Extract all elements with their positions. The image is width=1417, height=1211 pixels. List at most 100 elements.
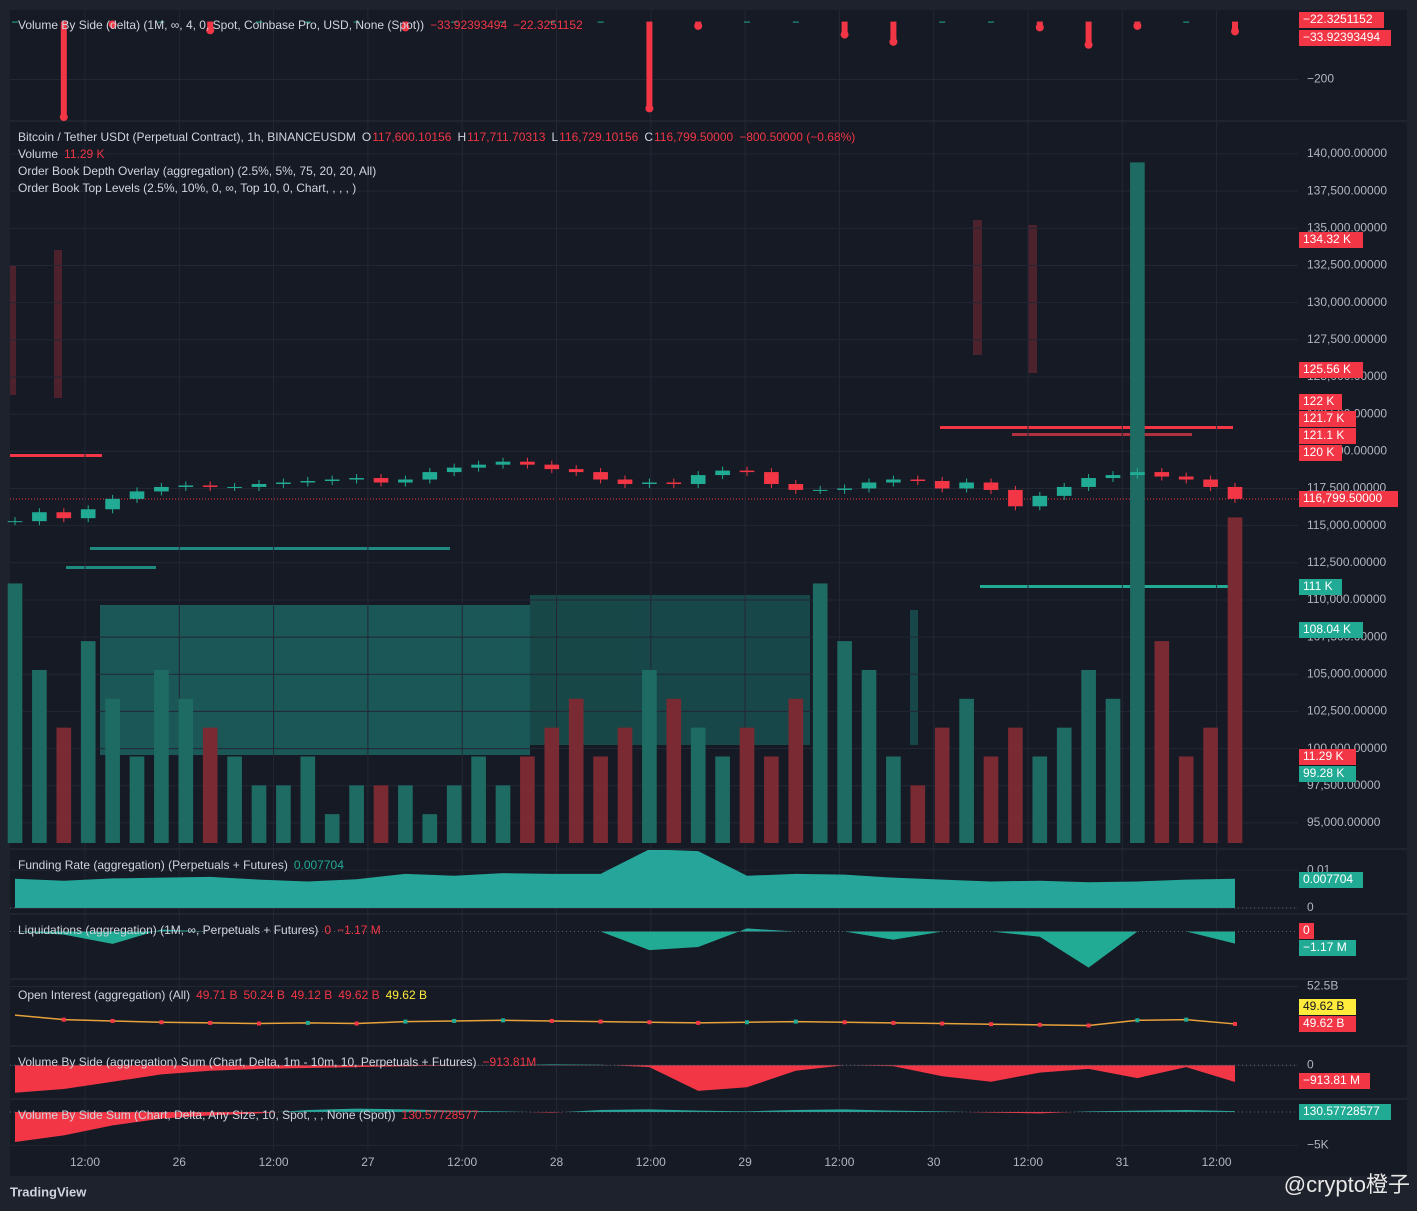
y-tick-label: 105,000.00000 bbox=[1307, 666, 1387, 680]
pane-area bbox=[10, 850, 1298, 909]
legend-value: 11.29 K bbox=[64, 147, 104, 161]
legend-value: 50.24 B bbox=[243, 988, 284, 1002]
legend-value: 49.62 B bbox=[338, 988, 379, 1002]
volume-bar bbox=[7, 583, 23, 843]
delta-bar bbox=[60, 21, 67, 118]
legend-title: Bitcoin / Tether USDt (Perpetual Contrac… bbox=[18, 130, 356, 144]
brand: TradingView bbox=[10, 1184, 87, 1199]
legend-value: 49.62 B bbox=[386, 988, 427, 1002]
candle bbox=[154, 486, 169, 492]
delta-dot bbox=[108, 20, 117, 29]
pane-legend: Volume By Side Sum (Chart, Delta, Any Si… bbox=[18, 1108, 479, 1122]
candle bbox=[886, 479, 901, 483]
candle bbox=[1105, 475, 1121, 479]
candle bbox=[495, 461, 511, 465]
legend-value: −1.17 M bbox=[337, 923, 381, 937]
candle bbox=[617, 479, 633, 484]
candle bbox=[983, 482, 999, 490]
legend-value: 0.007704 bbox=[294, 858, 344, 872]
delta-bar bbox=[646, 21, 653, 109]
oi-candle bbox=[208, 1020, 213, 1025]
candle bbox=[788, 483, 804, 490]
time-tick-label: 26 bbox=[173, 1155, 187, 1169]
delta-dot bbox=[1133, 21, 1142, 30]
volume-bar bbox=[666, 698, 682, 843]
time-tick-label: 12:00 bbox=[70, 1155, 100, 1169]
volume-bar bbox=[715, 756, 730, 843]
volume-bar bbox=[983, 756, 999, 843]
price-badge bbox=[1299, 232, 1363, 248]
y-tick-label: 52.5B bbox=[1307, 979, 1338, 993]
delta-dot bbox=[645, 104, 654, 113]
volume-bar bbox=[642, 669, 657, 843]
volume-bar bbox=[422, 814, 438, 843]
volume-bar bbox=[105, 698, 120, 843]
volume-bar bbox=[1056, 727, 1072, 843]
volume-bar bbox=[251, 785, 267, 843]
price-badge bbox=[1299, 30, 1391, 46]
legend-title: Volume By Side (delta) (1M, ∞, 4, 0, Spo… bbox=[18, 18, 424, 32]
oi-candle bbox=[793, 1019, 798, 1024]
price-badge bbox=[1299, 579, 1342, 595]
oi-line bbox=[14, 1014, 1236, 1027]
volume-bar bbox=[1032, 756, 1048, 843]
y-tick-label: 0 bbox=[1307, 900, 1314, 914]
legend-value: 130.57728577 bbox=[402, 1108, 479, 1122]
pane-candlestick bbox=[7, 162, 1243, 844]
oi-candle bbox=[745, 1020, 749, 1025]
y-tick-label: 132,500.00000 bbox=[1307, 258, 1387, 272]
area bbox=[15, 850, 1235, 908]
volume-bar bbox=[276, 785, 291, 843]
delta-bar bbox=[597, 21, 604, 23]
candle bbox=[861, 482, 877, 489]
candle bbox=[300, 481, 316, 483]
delta-bar bbox=[12, 21, 18, 23]
price-badge bbox=[1299, 491, 1398, 507]
time-tick-label: 30 bbox=[927, 1155, 941, 1169]
oi-candle bbox=[598, 1019, 603, 1024]
volume-bar bbox=[617, 727, 633, 843]
candle bbox=[544, 464, 560, 470]
delta-bar bbox=[939, 21, 946, 23]
volume-bar bbox=[934, 727, 950, 843]
legend-value: 0 bbox=[324, 923, 331, 937]
candle bbox=[227, 486, 242, 488]
price-badge bbox=[1299, 12, 1384, 28]
legend-title: Liquidations (aggregation) (1M, ∞, Perpe… bbox=[18, 923, 318, 937]
pane-line bbox=[14, 1014, 1237, 1028]
area-negative bbox=[15, 1112, 1235, 1142]
oi-candle bbox=[403, 1019, 408, 1024]
volume-bar bbox=[520, 756, 535, 843]
price-badge bbox=[1299, 445, 1342, 461]
price-badge bbox=[1299, 999, 1356, 1015]
legend-value: −33.92393494 bbox=[430, 18, 507, 32]
legend-value: 49.12 B bbox=[291, 988, 332, 1002]
candle bbox=[276, 482, 291, 484]
legend-value: 117,600.10156 bbox=[372, 130, 452, 144]
pane-area bbox=[10, 1108, 1298, 1142]
level bbox=[940, 426, 1233, 429]
oi-candle bbox=[1233, 1021, 1237, 1026]
delta-dot bbox=[59, 113, 68, 122]
delta-dot bbox=[694, 21, 703, 30]
depth-zone bbox=[54, 250, 62, 398]
price-badge-label: 11.29 K bbox=[1303, 749, 1343, 763]
price-badge bbox=[1299, 872, 1363, 888]
price-badge-label: 108.04 K bbox=[1303, 622, 1351, 636]
legend-title: Funding Rate (aggregation) (Perpetuals +… bbox=[18, 858, 288, 872]
legend-value: 117,711.70313 bbox=[467, 130, 546, 144]
pane-legend: Open Interest (aggregation) (All) 49.71 B… bbox=[18, 988, 427, 1002]
legend-value: H bbox=[457, 130, 466, 144]
candle bbox=[764, 472, 779, 484]
oi-candle bbox=[842, 1020, 847, 1025]
delta-dot bbox=[840, 30, 849, 39]
volume-bar bbox=[1008, 727, 1023, 843]
price-badge-label: 121.1 K bbox=[1303, 428, 1344, 442]
oi-candle bbox=[1184, 1017, 1189, 1022]
candle bbox=[471, 464, 486, 468]
depth-zone bbox=[910, 610, 918, 745]
oi-candle bbox=[452, 1018, 457, 1023]
legend-value: O bbox=[362, 130, 371, 144]
oi-candle bbox=[647, 1020, 652, 1025]
price-badge-label: −913.81 M bbox=[1303, 1073, 1360, 1087]
